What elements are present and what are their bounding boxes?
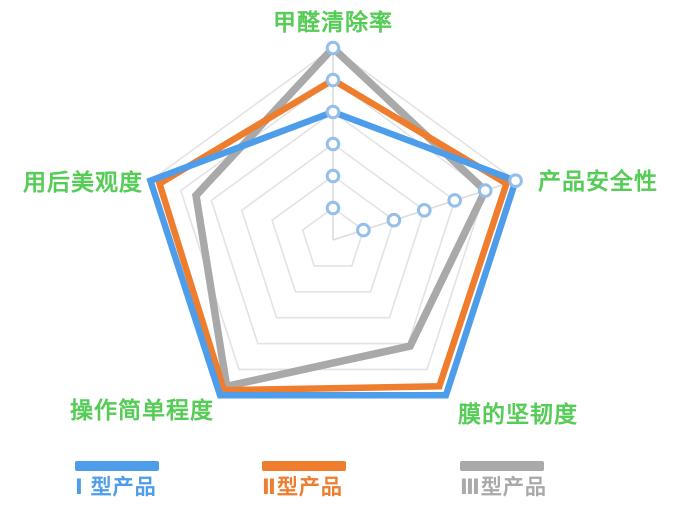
grid-ring-5 (179, 79, 487, 371)
grid-ring-4 (210, 111, 456, 345)
scale-marker-icon (325, 200, 341, 216)
scale-marker-icon (386, 212, 402, 228)
axis-label-aesthetics-after-use: 用后美观度 (23, 169, 143, 195)
legend-item-type-2: Ⅱ型产品 (262, 461, 382, 500)
scale-marker-icon (325, 168, 341, 184)
legend-label-type-3: Ⅲ型产品 (460, 476, 547, 499)
legend-item-type-1: Ⅰ 型产品 (75, 461, 195, 500)
scale-marker-icon (325, 136, 341, 152)
series-polygon-type-3 (192, 42, 490, 391)
scale-marker-icon (447, 193, 463, 208)
legend-swatch-type-1 (75, 461, 159, 471)
legend-item-type-3: Ⅲ型产品 (460, 461, 580, 500)
axis-label-formaldehyde-removal: 甲醛清除率 (273, 9, 393, 35)
axis-label-product-safety: 产品安全性 (538, 168, 658, 194)
grid-ring-2 (271, 175, 395, 293)
legend-swatch-type-2 (262, 461, 346, 471)
series-polygon-type-1 (146, 108, 520, 399)
legend-swatch-type-3 (460, 461, 544, 471)
legend-label-type-1: Ⅰ 型产品 (75, 476, 157, 499)
scale-marker-icon (325, 40, 341, 56)
scale-marker-icon (477, 183, 493, 198)
scale-marker-icon (325, 72, 341, 88)
scale-marker-icon (325, 104, 341, 120)
scale-marker-icon (508, 173, 523, 188)
axis-label-film-toughness: 膜的坚韧度 (458, 401, 578, 427)
scale-marker-icon (417, 203, 432, 218)
grid-ring-3 (240, 143, 426, 319)
axis-label-operation-simplicity: 操作简单程度 (70, 397, 214, 423)
legend-label-type-2: Ⅱ型产品 (262, 476, 343, 499)
scale-marker-icon (356, 222, 371, 238)
